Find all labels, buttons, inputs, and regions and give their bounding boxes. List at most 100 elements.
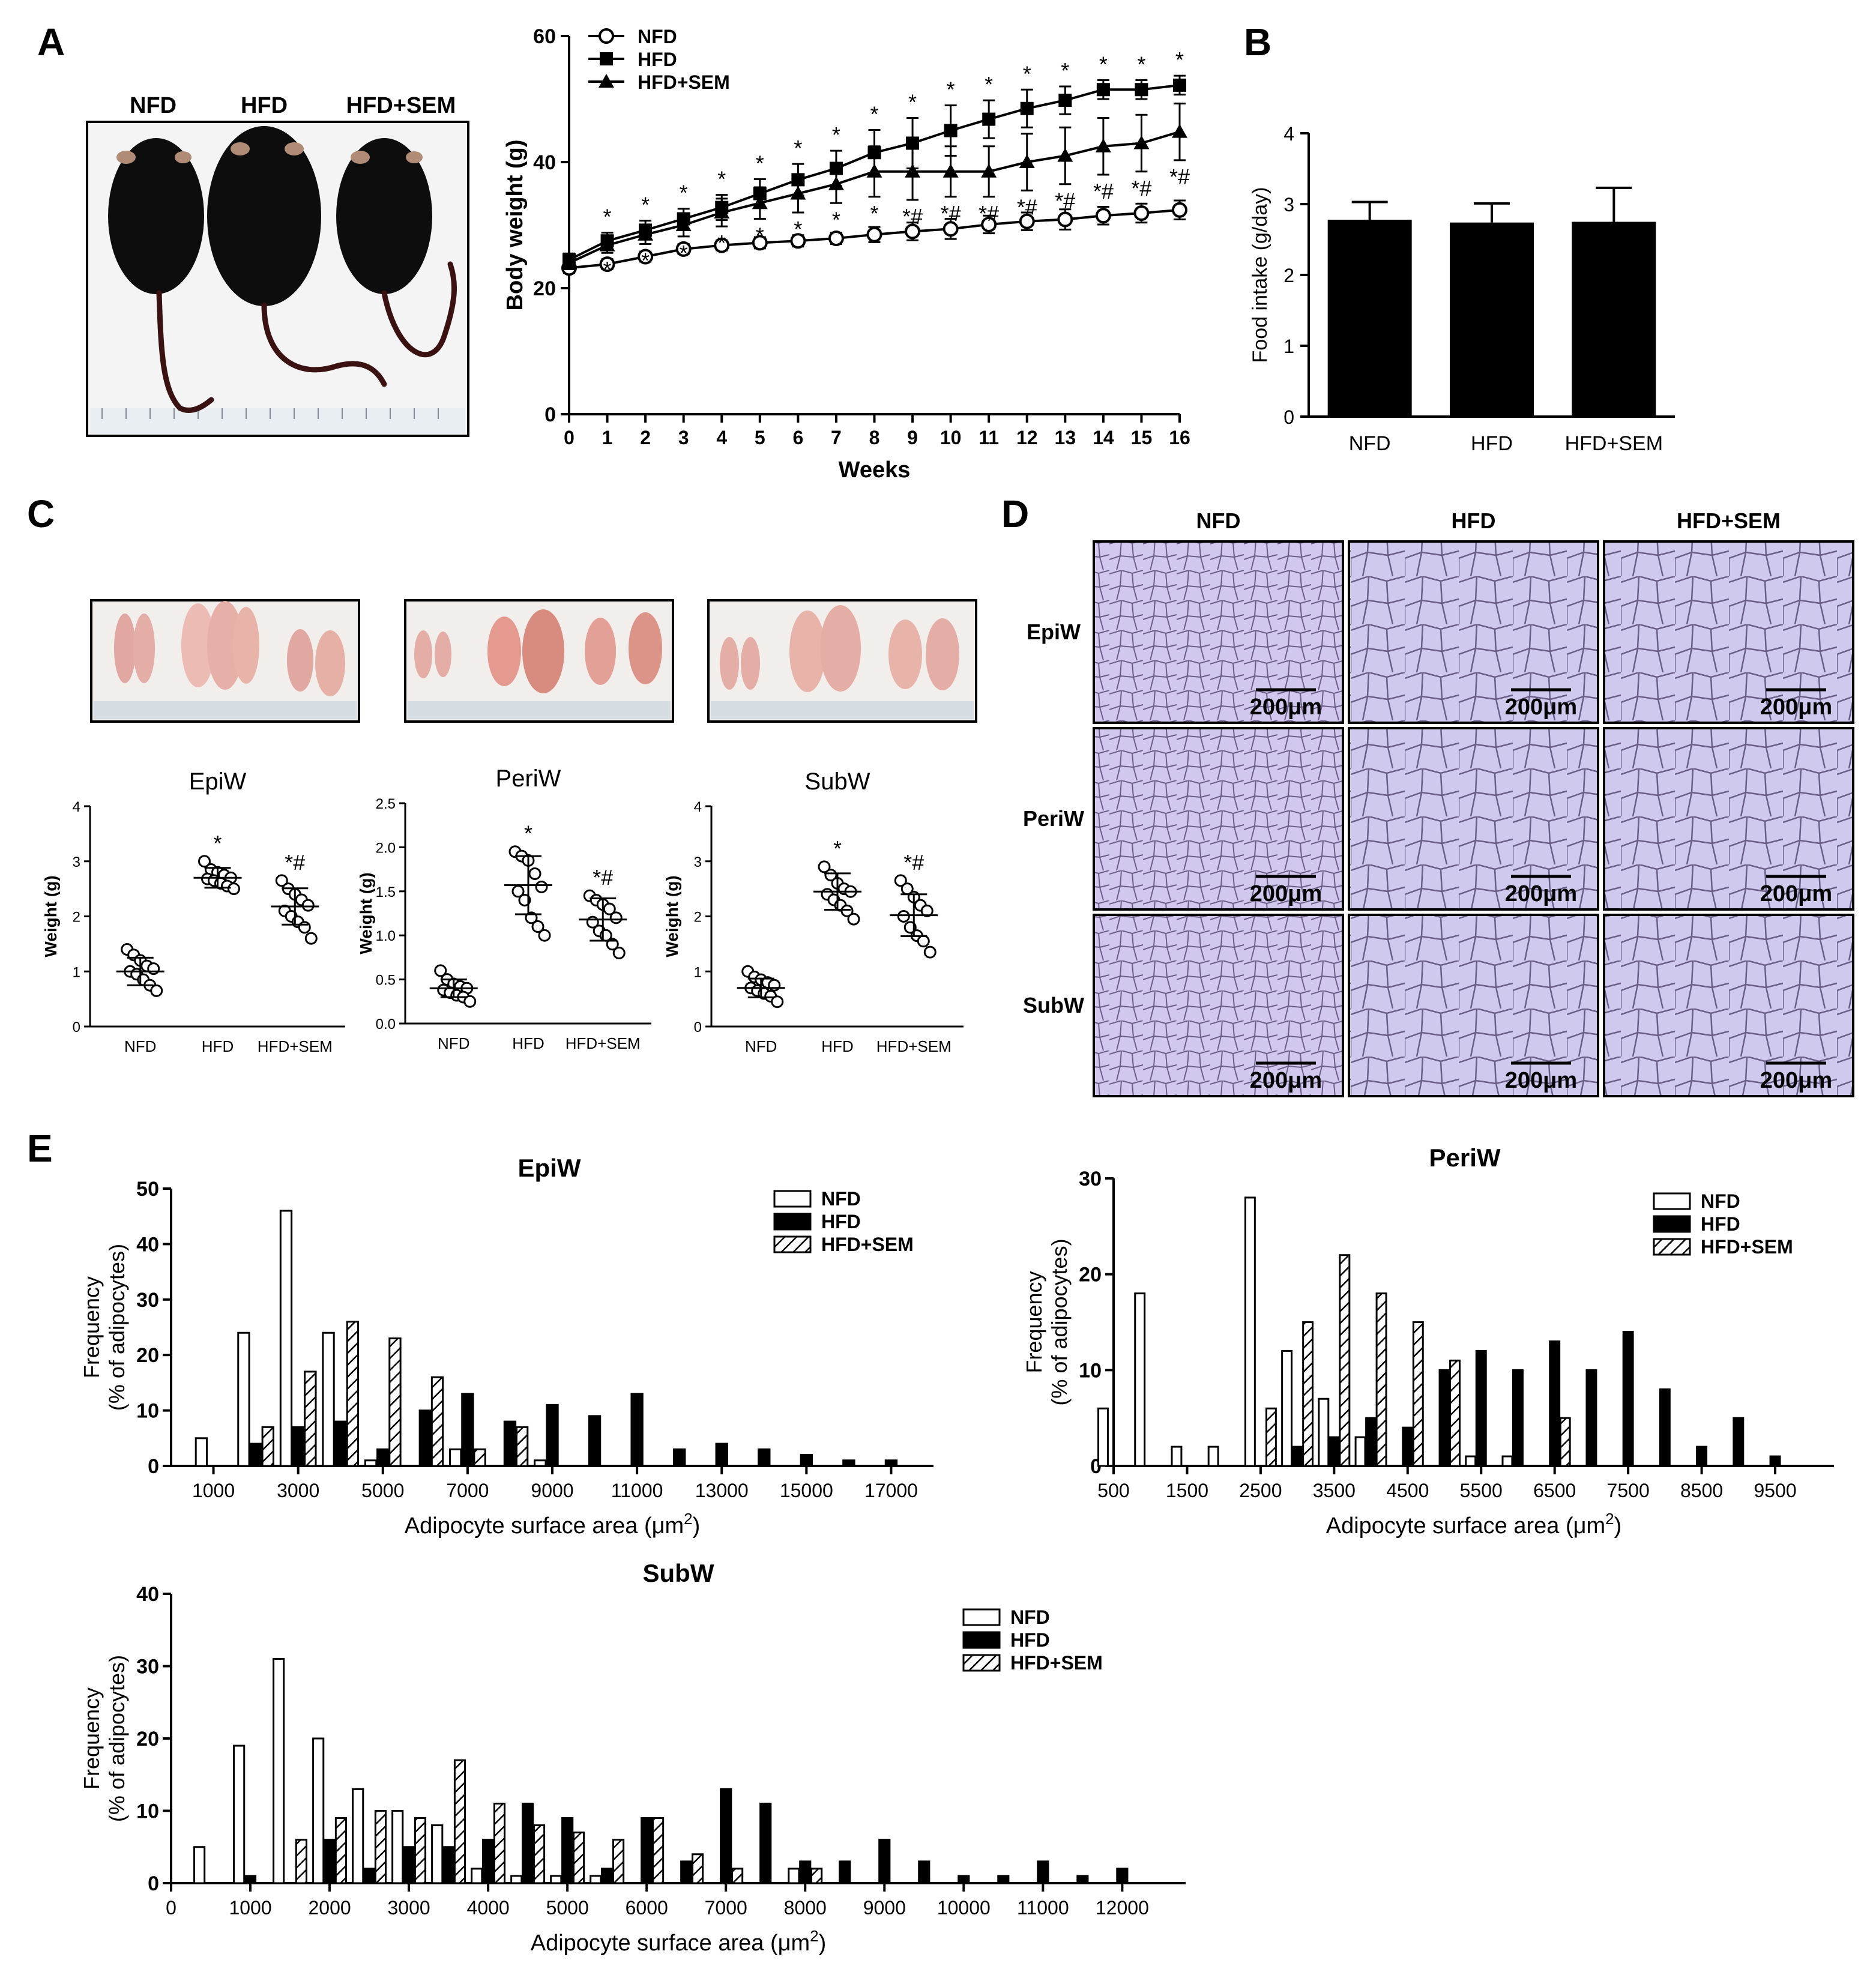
y-axis-label-line: Frequency [1022, 1271, 1046, 1373]
y-tick-label: 3 [73, 854, 80, 870]
data-point [150, 984, 163, 997]
x-tick-label: 3 [678, 427, 689, 448]
x-tick-label: 9 [907, 427, 918, 448]
y-tick-label: 0 [73, 1019, 80, 1036]
x-tick-label: 15000 [780, 1480, 833, 1501]
x-tick-label: 11000 [1017, 1897, 1069, 1919]
legend-label: HFD+SEM [821, 1234, 914, 1255]
legend-swatch [1653, 1215, 1691, 1233]
data-point [897, 910, 910, 923]
data-point [304, 932, 318, 945]
significance-mark: * [1175, 47, 1184, 72]
histogram-bar [1512, 1369, 1524, 1467]
y-axis-label: Weight (g) [663, 875, 681, 957]
legend-label: HFD [638, 49, 677, 70]
mouse-nfd [108, 138, 204, 294]
y-tick-label: 0 [148, 1455, 159, 1478]
histogram-bar [414, 1817, 427, 1884]
mouse-label-nfd: NFD [130, 93, 176, 118]
data-point [866, 226, 882, 243]
chart-title: SubW [805, 768, 870, 795]
legend-label: HFD [1701, 1213, 1740, 1235]
x-axis-label: Adipocyte surface area (μm2) [405, 1510, 701, 1539]
histogram-bar [1302, 1321, 1314, 1467]
x-tick-label: NFD [1349, 432, 1391, 455]
series-hfd [249, 1393, 898, 1467]
x-tick-label: 11000 [611, 1480, 663, 1501]
chart-title: PeriW [496, 765, 561, 792]
series-hfd-sem [261, 1321, 529, 1467]
mouse-label-hfd: HFD [241, 93, 288, 118]
significance-mark: * [603, 257, 612, 282]
histogram-bar [1291, 1446, 1303, 1467]
data-point [840, 904, 854, 917]
y-tick-label: 3 [694, 854, 702, 870]
x-tick-label: 16 [1169, 427, 1190, 448]
x-axis-label: Adipocyte surface area (μm2) [1326, 1510, 1622, 1539]
x-tick-label: 5500 [1460, 1480, 1503, 1501]
data-point [1095, 138, 1111, 152]
x-tick-label: 6 [792, 427, 803, 448]
x-tick-label: HFD+SEM [566, 1034, 641, 1052]
histology-image [1093, 540, 1344, 724]
y-tick-label: 20 [1079, 1264, 1102, 1286]
histogram-bar [590, 1875, 602, 1884]
data-point [866, 163, 882, 178]
significance-mark: * [794, 136, 802, 160]
series-nfd [193, 1657, 800, 1884]
significance-mark: * [524, 821, 532, 846]
histogram-bar [244, 1875, 257, 1884]
significance-mark: *# [941, 201, 961, 226]
histogram-bar [958, 1875, 970, 1884]
x-tick-label: 6500 [1533, 1480, 1576, 1501]
significance-mark: * [832, 122, 840, 147]
x-tick-label: 10 [940, 427, 962, 448]
series-hfd-sem [295, 1759, 823, 1884]
series-nfd [195, 1210, 547, 1467]
y-tick-label: 0 [544, 403, 556, 426]
histogram-bar [1116, 1868, 1129, 1884]
x-tick-label: 5000 [361, 1480, 404, 1501]
data-point [1135, 83, 1148, 97]
histology-image [1603, 914, 1854, 1097]
significance-mark: *# [902, 204, 923, 229]
data-point [828, 176, 844, 190]
significance-mark: * [870, 101, 878, 126]
histogram-bar [346, 1321, 360, 1467]
x-axis-label-superscript: 2 [1605, 1510, 1614, 1528]
x-tick-label: 8000 [784, 1897, 827, 1919]
histogram-bar [1659, 1388, 1671, 1467]
legend-label: HFD+SEM [638, 71, 730, 93]
panel-letter-c: C [27, 492, 55, 535]
x-tick-label: NFD [438, 1034, 469, 1052]
histogram-bar [1207, 1446, 1219, 1467]
histogram-bar [1438, 1369, 1450, 1467]
panel-letter-e: E [27, 1127, 53, 1170]
x-tick-label: 1000 [229, 1897, 271, 1919]
histogram-bar [715, 1443, 728, 1467]
data-point [714, 237, 730, 253]
data-point [752, 195, 768, 210]
data-point [599, 237, 615, 252]
histogram-bar [453, 1759, 466, 1884]
histogram-bar [503, 1420, 517, 1467]
significance-mark: * [641, 249, 650, 273]
y-tick-label: 4 [694, 799, 702, 815]
significance-mark: *# [1131, 176, 1151, 201]
histogram-bar [388, 1337, 402, 1467]
histogram-bar [237, 1331, 250, 1467]
significance-mark: * [908, 90, 917, 115]
histogram-bar [1037, 1860, 1049, 1884]
data-point [675, 241, 692, 257]
significance-mark: * [213, 831, 222, 855]
data-point [301, 899, 315, 912]
legend-label: HFD [821, 1211, 861, 1232]
histogram-bar [295, 1839, 308, 1884]
significance-mark: *# [1055, 188, 1075, 213]
food-intake-chart: 0 1 2 3 4 Food intake (g/day) NFD HFD HFD+SEM [1249, 123, 1675, 455]
subw-histogram: SubW 0 10 20 30 40 0 1000 2000 3000 4000 5000 6000 70… [79, 1559, 1186, 1956]
histogram-bar [1585, 1369, 1597, 1467]
legend-swatch [962, 1654, 1001, 1672]
y-axis-label-line: Frequency [79, 1687, 104, 1790]
